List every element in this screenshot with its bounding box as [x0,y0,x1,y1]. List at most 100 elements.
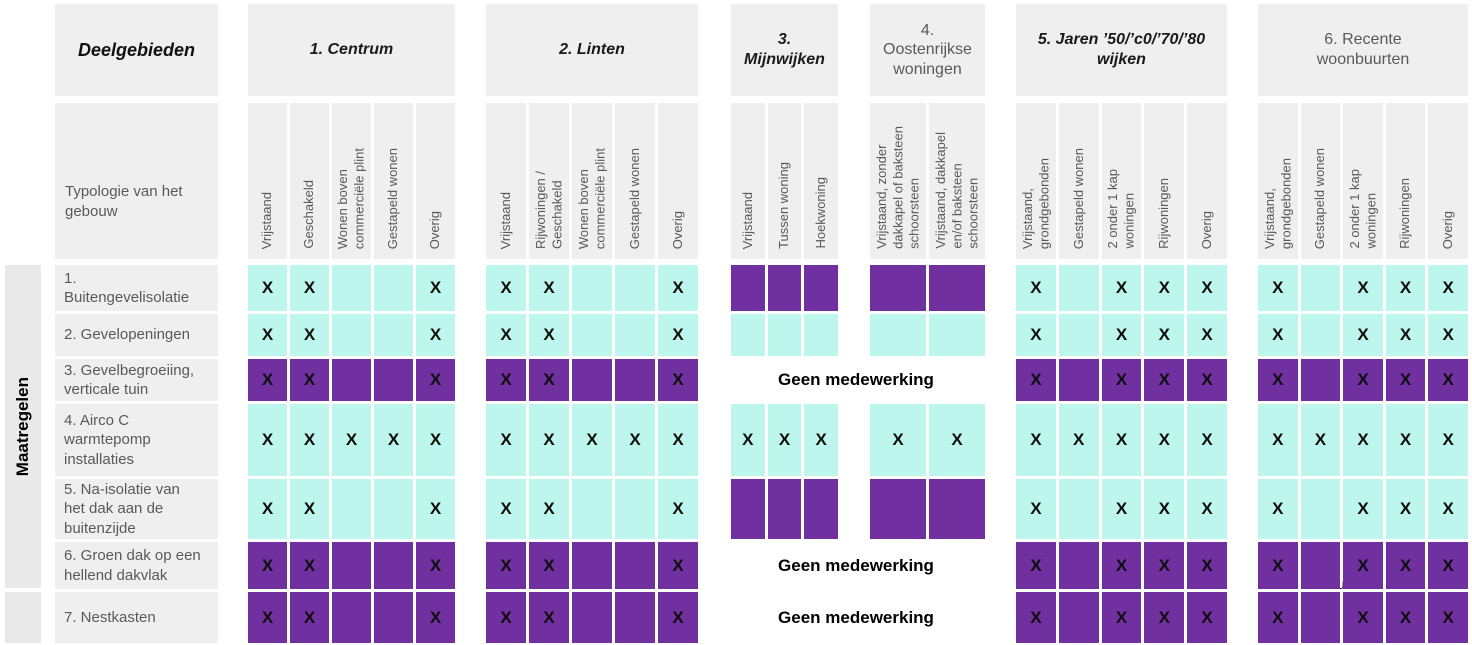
matrix-cell-empty [615,314,655,356]
matrix-cell-marked: X [929,404,985,476]
matrix-cell-marked: X [1187,592,1227,643]
row-cells-group-4 [870,265,985,311]
matrix-cell-marked: X [416,479,455,539]
matrix-cell-marked: X [1385,542,1426,589]
matrix-cell-marked: X [870,404,926,476]
matrix-cell-marked: X [1016,314,1056,356]
no-cooperation-note: Geen medewerking [778,555,934,575]
matrix-cell-marked: X [1187,314,1227,356]
matrix-cell-marked: X [1101,359,1142,401]
column-header-group-3: Vrijstaand Tussen woning Hoekwoning [731,103,838,259]
row-label: 7. Nestkasten [55,592,218,643]
matrix-cell-marked: X [1258,265,1298,311]
row-cells-group-3 [731,314,838,356]
row-cells-group-3 [731,479,838,539]
group-header-3: 3. Mijnwijken [731,4,838,96]
matrix-cell-marked: X [1187,542,1227,589]
matrix-cell-marked: X [1144,265,1185,311]
matrix-cell-empty [615,359,655,401]
typologie-header: Typologie van het gebouw [55,103,218,259]
matrix-cell-marked: X [248,542,287,589]
matrix-cell-marked: X [658,359,698,401]
matrix-cell-empty [929,314,985,356]
stray-text: u [1337,576,1345,592]
matrix-cell-marked: X [1144,314,1185,356]
matrix-cell-marked: X [658,479,698,539]
column-header: 2 onder 1 kap woningen [1101,103,1142,259]
matrix-cell-empty [804,479,838,539]
matrix-cell-marked: X [1428,314,1468,356]
matrix-cell-empty [870,479,926,539]
column-header-group-4: Vrijstaand, zonder dakkapel of baksteen … [870,103,985,259]
column-header: Tussen woning [767,103,802,259]
matrix-cell-marked: X [248,592,287,643]
column-header-label: Overig [669,210,685,249]
maatregelen-bar-footer [5,592,41,643]
column-header-label: Gestapeld wonen [385,147,401,249]
matrix-cell-empty [572,542,612,589]
column-header-label: Vrijstaand, grondgebonden [1261,157,1293,249]
matrix-cell-empty [374,314,413,356]
matrix-cell-empty [374,265,413,311]
matrix-cell-marked: X [248,265,287,311]
matrix-cell-marked: X [290,359,329,401]
column-header-label: Rijwoningen [1397,178,1413,249]
column-header: Overig [658,103,698,259]
matrix-cell-marked: X [416,359,455,401]
matrix-cell-marked: X [1258,542,1298,589]
matrix-cell-marked: X [1385,592,1426,643]
column-header: Rijwoningen [1385,103,1426,259]
column-header-label: Overig [427,210,443,249]
matrix-cell-marked: X [1258,592,1298,643]
matrix-cell-marked: X [290,592,329,643]
column-header-label: Vrijstaand [259,191,275,249]
group-header-4: 4. Oostenrijkse woningen [870,4,985,96]
column-header: Gestapeld wonen [374,103,413,259]
matrix-cell-empty [731,314,765,356]
group-header-5: 5. Jaren ’50/’c0/’70/’80 wijken [1016,4,1227,96]
row-label: 3. Gevelbegroeiing, verticale tuin [55,359,218,401]
matrix-cell-marked: X [1187,404,1227,476]
column-header-label: Gestapeld wonen [1312,147,1328,249]
column-header: Vrijstaand, grondgebonden [1258,103,1298,259]
column-header-group-6: Vrijstaand, grondgebonden Gestapeld wonen… [1258,103,1468,259]
column-header: Vrijstaand, grondgebonden [1016,103,1056,259]
column-header: Wonen boven commerciële plint [332,103,371,259]
matrix-cell-empty [929,265,985,311]
matrix-cell-marked: X [416,265,455,311]
column-header: Vrijstaand [486,103,526,259]
column-header-label: 2 onder 1 kap woningen [1105,169,1137,249]
column-header: Hoekwoning [804,103,838,259]
matrix-cell-empty [1058,479,1099,539]
matrix-cell-empty [767,265,802,311]
matrix-cell-marked: X [1144,592,1185,643]
matrix-cell-marked: X [1187,479,1227,539]
column-header-label: Gestapeld wonen [626,147,642,249]
matrix-cell-marked: X [1300,404,1341,476]
column-header: Gestapeld wonen [615,103,655,259]
matrix-cell-marked: X [529,265,569,311]
matrix-cell-empty [870,314,926,356]
no-cooperation-note: Geen medewerking [778,370,934,389]
matrix-cell-empty [332,479,371,539]
matrix-cell-empty [615,592,655,643]
matrix-cell-marked: X [1016,265,1056,311]
matrix-cell-marked: X [1016,404,1056,476]
matrix-cell-marked: X [1101,265,1142,311]
matrix-cell-marked: X [416,542,455,589]
column-header-label: Wonen boven commerciële plint [575,147,607,249]
